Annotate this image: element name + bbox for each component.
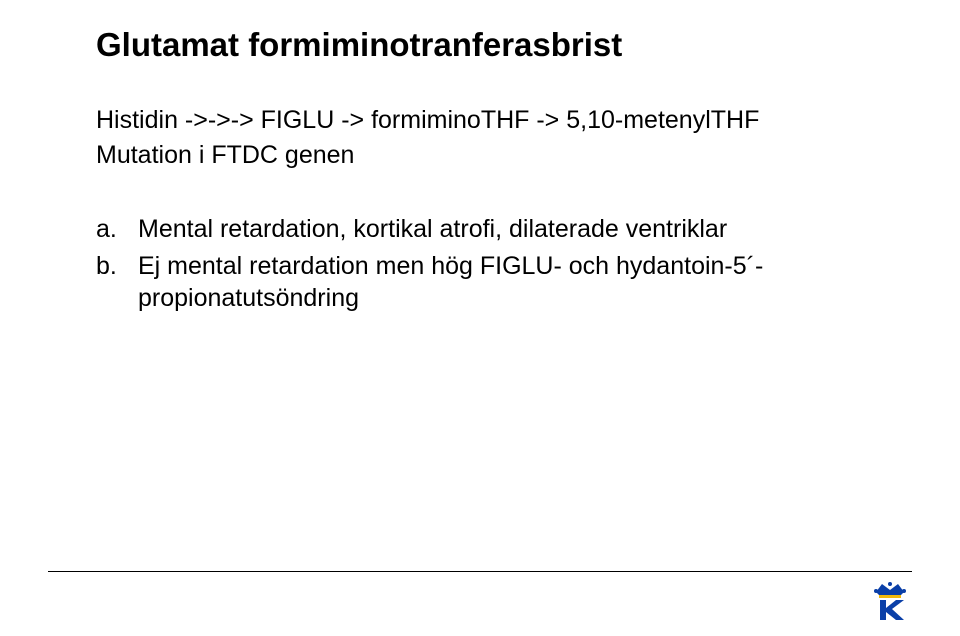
list-text-a: Mental retardation, kortikal atrofi, dil… xyxy=(138,214,912,245)
list-text-b: Ej mental retardation men hög FIGLU- och… xyxy=(138,251,912,314)
pathway-line: Histidin ->->-> FIGLU -> formiminoTHF ->… xyxy=(96,106,912,135)
slide-title: Glutamat formiminotranferasbrist xyxy=(96,26,912,64)
list-item: b. Ej mental retardation men hög FIGLU- … xyxy=(96,251,912,314)
mutation-line: Mutation i FTDC genen xyxy=(96,141,912,170)
list-marker-b: b. xyxy=(96,251,138,314)
variant-list: a. Mental retardation, kortikal atrofi, … xyxy=(96,214,912,314)
list-item: a. Mental retardation, kortikal atrofi, … xyxy=(96,214,912,245)
list-marker-a: a. xyxy=(96,214,138,245)
ki-logo-icon xyxy=(868,578,912,622)
slide-content: Glutamat formiminotranferasbrist Histidi… xyxy=(0,0,960,636)
footer-divider xyxy=(48,571,912,572)
